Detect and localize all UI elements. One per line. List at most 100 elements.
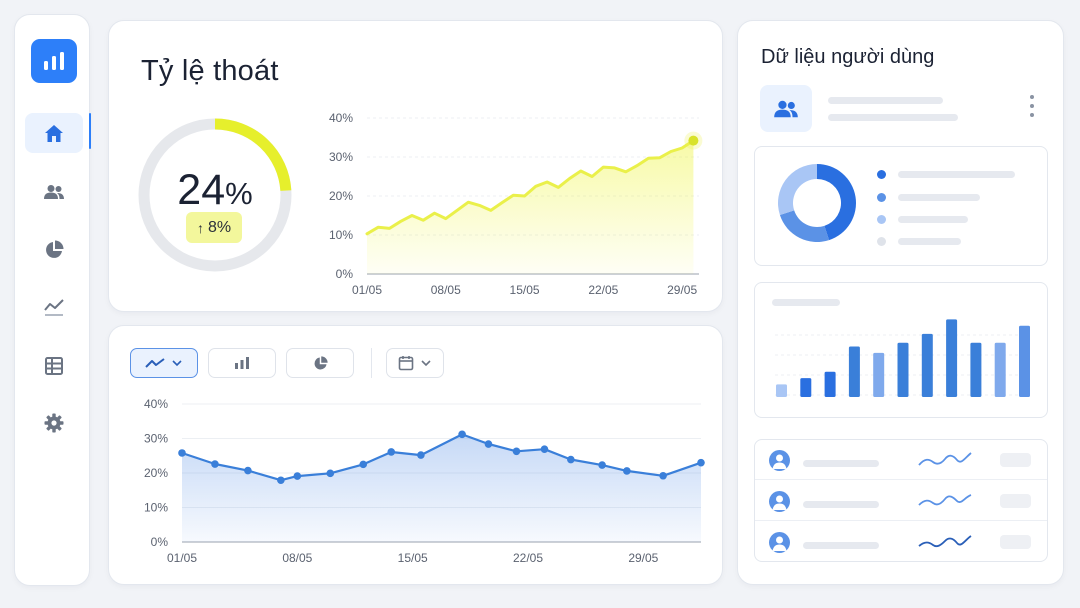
calendar-icon — [398, 356, 413, 371]
legend-dot — [877, 170, 886, 179]
y-tick-label: 20% — [329, 189, 353, 203]
placeholder-line — [803, 460, 879, 467]
x-tick-label: 15/05 — [510, 283, 540, 297]
data-point — [598, 461, 606, 469]
nav-item-settings[interactable] — [25, 403, 83, 443]
data-point — [458, 430, 466, 439]
end-point — [688, 135, 699, 146]
data-point — [178, 449, 186, 457]
y-tick-label: 10% — [329, 228, 353, 242]
nav-item-reports[interactable] — [25, 230, 83, 270]
data-point — [417, 451, 425, 459]
data-point — [293, 472, 302, 480]
bar — [1019, 325, 1030, 397]
active-indicator — [89, 113, 91, 149]
nav-item-users[interactable] — [25, 172, 83, 212]
series-line — [365, 139, 695, 236]
data-point — [697, 458, 705, 467]
bar — [921, 333, 933, 397]
y-tick-label: 30% — [144, 432, 168, 446]
data-point — [244, 466, 252, 475]
x-tick-label: 22/05 — [588, 283, 618, 297]
bar — [946, 319, 958, 397]
change-badge: ↑ 8% — [186, 212, 242, 243]
user-donut-chart — [778, 164, 856, 242]
status-pill — [1000, 494, 1031, 508]
bounce-gauge — [138, 118, 292, 272]
table-icon — [45, 357, 63, 375]
series-area — [367, 140, 694, 274]
x-tick-label: 29/05 — [628, 551, 658, 565]
placeholder-line — [803, 501, 879, 508]
sidebar — [14, 14, 91, 586]
sparkline — [918, 494, 972, 506]
data-point — [567, 455, 575, 464]
bar-chart-logo-icon[interactable] — [31, 39, 77, 83]
list-item[interactable] — [755, 481, 1047, 521]
trend-chart-card: 0% 10% 20% 30% 40% 01/05 08/05 15/05 22/05 29/05 — [108, 325, 723, 585]
sparkline — [918, 452, 972, 466]
y-tick-label: 0% — [151, 535, 169, 549]
legend-line — [898, 216, 968, 223]
data-point — [211, 460, 219, 468]
avatar — [769, 532, 790, 553]
x-tick-label: 08/05 — [282, 551, 312, 565]
x-tick-label: 22/05 — [513, 551, 543, 565]
avatar — [769, 491, 790, 512]
line-chart-icon — [44, 299, 64, 316]
y-tick-label: 40% — [329, 111, 353, 125]
y-tick-label: 40% — [144, 397, 168, 411]
bounce-value: 24% — [177, 166, 253, 214]
home-icon — [45, 124, 63, 142]
arrow-up-icon: ↑ — [196, 219, 204, 236]
nav-item-analytics[interactable] — [25, 287, 83, 327]
toolbar-divider — [371, 348, 372, 378]
x-tick-label: 29/05 — [667, 283, 697, 297]
data-point — [387, 448, 396, 456]
gauge-arc — [214, 118, 292, 192]
data-point — [623, 467, 631, 475]
bounce-rate-card: Tỷ lệ thoát 24% ↑ 8% 0% 10% 20% 30% 40% 01/05 0… — [108, 20, 723, 312]
status-pill — [1000, 535, 1031, 549]
date-picker-button[interactable] — [386, 348, 444, 378]
bar-panel — [754, 282, 1048, 418]
bar — [994, 342, 1006, 397]
list-item[interactable] — [755, 440, 1047, 480]
user-data-card: Dữ liệu người dùng — [737, 20, 1064, 585]
bar — [873, 352, 885, 397]
data-point — [540, 445, 549, 453]
list-item[interactable] — [755, 522, 1047, 562]
y-tick-label: 0% — [336, 267, 354, 281]
data-point — [484, 440, 493, 448]
line-chart-button[interactable] — [130, 348, 198, 378]
main-trend-chart: 0% 10% 20% 30% 40% 01/05 08/05 15/05 22/05 29/05 — [144, 397, 705, 565]
bounce-title: Tỷ lệ thoát — [141, 55, 279, 87]
bar-chart-icon — [235, 357, 249, 369]
x-tick-label: 15/05 — [398, 551, 428, 565]
data-point — [659, 471, 667, 480]
bar — [800, 378, 812, 397]
legend-dot — [877, 193, 886, 202]
users-icon — [774, 100, 798, 117]
donut-slice — [778, 164, 817, 216]
x-tick-label: 08/05 — [431, 283, 461, 297]
user-panel-title: Dữ liệu người dùng — [761, 46, 935, 68]
placeholder-line — [828, 114, 958, 121]
nav-item-table[interactable] — [25, 346, 83, 386]
avatar — [769, 450, 790, 471]
series-line — [180, 433, 703, 482]
user-list — [754, 439, 1048, 562]
nav-item-home[interactable] — [25, 113, 83, 153]
bounce-trend-chart: 0% 10% 20% 30% 40% 01/05 08/05 15/05 22/05 29/05 — [329, 111, 703, 297]
data-point — [326, 469, 335, 478]
legend-line — [898, 194, 980, 201]
user-bar-chart — [775, 319, 1033, 397]
y-tick-label: 20% — [144, 466, 168, 480]
pie-chart-button[interactable] — [286, 348, 354, 378]
bar — [897, 342, 909, 397]
more-options-icon[interactable] — [1028, 95, 1036, 117]
y-tick-label: 30% — [329, 150, 353, 164]
donut-panel — [754, 146, 1048, 266]
data-point — [512, 447, 521, 456]
bar-chart-button[interactable] — [208, 348, 276, 378]
